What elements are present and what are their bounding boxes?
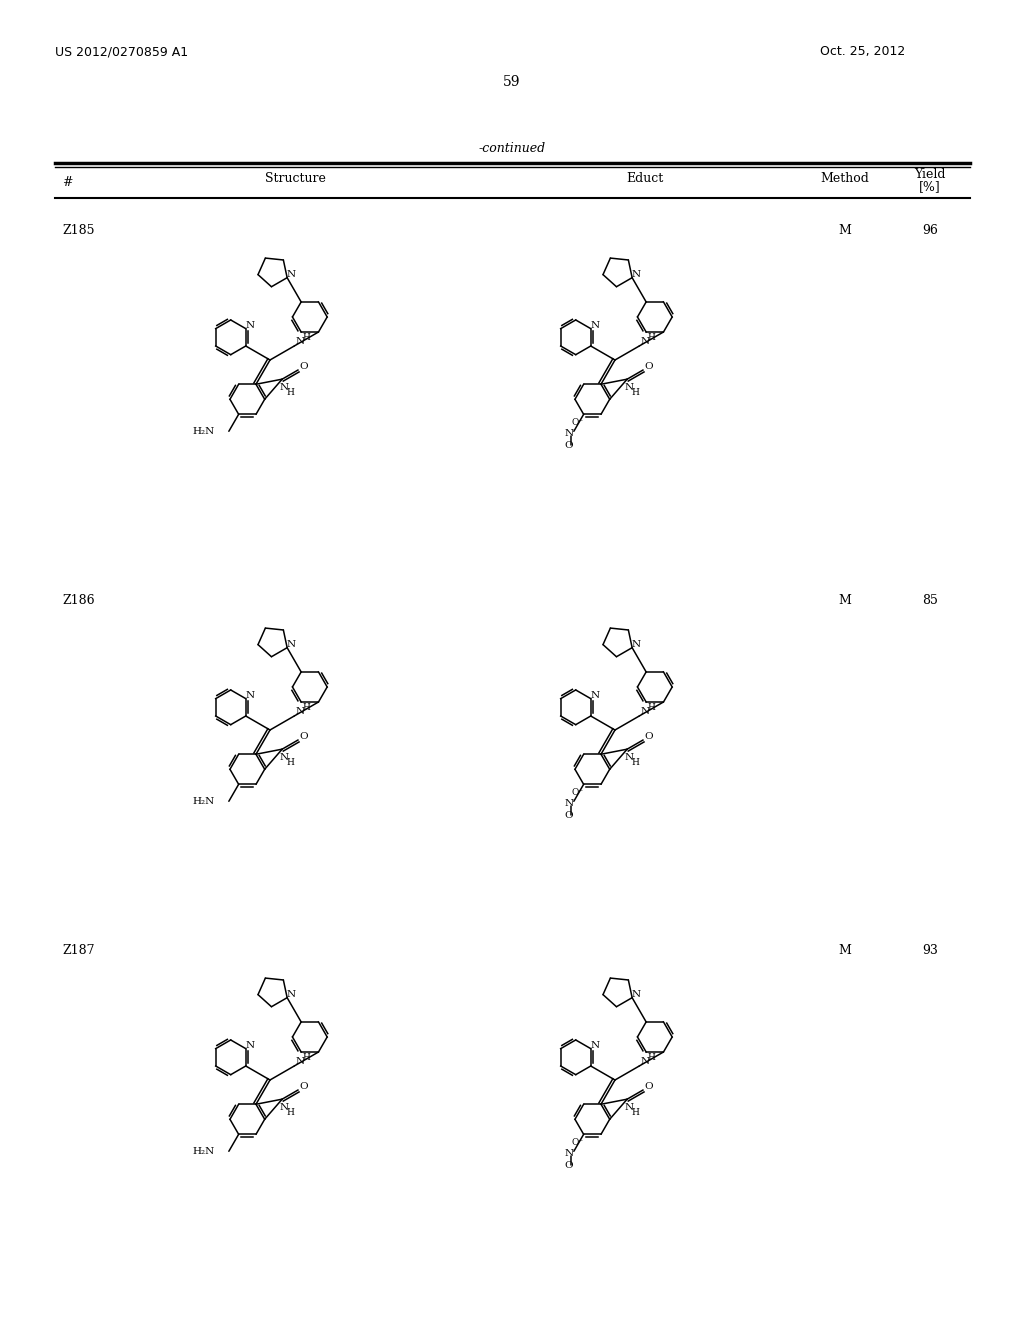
Text: H: H [632,1107,640,1117]
Text: O: O [564,441,573,450]
Text: N: N [590,1041,599,1051]
Text: H: H [302,702,310,711]
Text: N: N [625,752,634,762]
Text: N: N [296,708,305,717]
Text: H: H [287,758,295,767]
Text: H₂N: H₂N [193,1147,215,1156]
Text: O⁻: O⁻ [571,418,584,426]
Text: O: O [645,1082,653,1092]
Text: H: H [302,333,310,342]
Text: O: O [645,362,653,371]
Text: H: H [632,758,640,767]
Text: H: H [287,388,295,397]
Text: H₂N: H₂N [193,426,215,436]
Text: Oct. 25, 2012: Oct. 25, 2012 [820,45,905,58]
Text: N: N [296,1057,305,1067]
Text: N: N [632,271,641,280]
Text: N: N [564,429,573,438]
Text: N: N [287,271,296,280]
Text: O: O [300,1082,308,1092]
Text: Z185: Z185 [62,223,94,236]
Text: Z187: Z187 [62,944,94,957]
Text: N: N [625,1102,634,1111]
Text: H: H [302,1052,310,1061]
Text: O: O [564,810,573,820]
Text: N: N [296,338,305,346]
Text: N: N [641,1057,650,1067]
Text: #: # [62,177,73,190]
Text: O: O [564,1160,573,1170]
Text: 96: 96 [922,223,938,236]
Text: 93: 93 [922,944,938,957]
Text: M: M [839,223,851,236]
Text: O⁻: O⁻ [571,788,584,797]
Text: H₂N: H₂N [193,797,215,805]
Text: US 2012/0270859 A1: US 2012/0270859 A1 [55,45,188,58]
Text: N: N [280,383,289,392]
Text: N: N [245,692,254,700]
Text: O⁻: O⁻ [571,1138,584,1147]
Text: 85: 85 [922,594,938,606]
Text: N: N [632,640,641,649]
Text: O: O [300,733,308,741]
Text: H: H [647,702,655,711]
Text: N: N [287,990,296,999]
Text: H: H [287,1107,295,1117]
Text: Structure: Structure [264,172,326,185]
Text: N: N [590,321,599,330]
Text: N: N [641,708,650,717]
Text: N: N [280,1102,289,1111]
Text: N: N [625,383,634,392]
Text: [%]: [%] [920,181,941,194]
Text: Educt: Educt [627,172,664,185]
Text: -continued: -continued [478,141,546,154]
Text: N: N [564,1148,573,1158]
Text: H: H [647,333,655,342]
Text: Z186: Z186 [62,594,94,606]
Text: H: H [647,1052,655,1061]
Text: M: M [839,944,851,957]
Text: N: N [632,990,641,999]
Text: O: O [300,362,308,371]
Text: N: N [245,1041,254,1051]
Text: 59: 59 [503,75,521,88]
Text: Method: Method [820,172,869,185]
Text: N: N [641,338,650,346]
Text: N: N [245,321,254,330]
Text: N: N [590,692,599,700]
Text: H: H [632,388,640,397]
Text: Yield: Yield [914,168,946,181]
Text: O: O [645,733,653,741]
Text: N: N [280,752,289,762]
Text: N: N [564,799,573,808]
Text: M: M [839,594,851,606]
Text: N: N [287,640,296,649]
